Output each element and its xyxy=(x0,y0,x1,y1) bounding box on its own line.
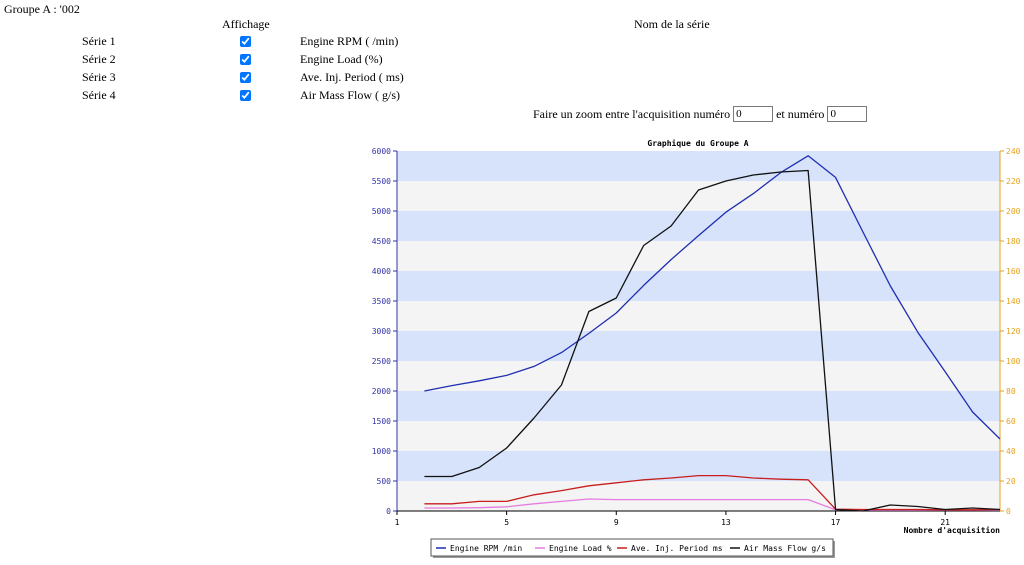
right-tick-label: 20 xyxy=(1006,477,1016,486)
series-row-1: Série 1 Engine RPM ( /min) xyxy=(0,34,520,52)
x-tick-label: 9 xyxy=(614,518,619,527)
left-tick-label: 6000 xyxy=(372,147,391,156)
right-tick-label: 180 xyxy=(1006,237,1021,246)
series-label: Série 3 xyxy=(82,70,116,84)
series-line-3 xyxy=(424,474,1001,511)
zoom-label-from: Faire un zoom entre l'acquisition numéro xyxy=(533,106,731,121)
grid-band xyxy=(397,421,1000,451)
series-label: Série 1 xyxy=(82,34,116,48)
series-label: Série 4 xyxy=(82,88,116,102)
right-tick-label: 200 xyxy=(1006,207,1021,216)
right-tick-label: 240 xyxy=(1006,147,1021,156)
zoom-label-to: et numéro xyxy=(776,106,825,121)
series-name: Engine RPM ( /min) xyxy=(300,34,399,48)
chart-legend: Engine RPM /min Engine Load % Ave. Inj. Pe… xyxy=(430,538,835,558)
grid-band xyxy=(397,391,1000,421)
right-tick-label: 100 xyxy=(1006,357,1021,366)
grid-band xyxy=(397,181,1000,211)
legend-entry: Engine Load % xyxy=(549,544,612,553)
series-name: Air Mass Flow ( g/s) xyxy=(300,88,401,102)
grid-band xyxy=(397,271,1000,301)
legend-entry: Engine RPM /min xyxy=(450,544,522,553)
right-tick-label: 0 xyxy=(1006,507,1011,516)
right-tick-label: 80 xyxy=(1006,387,1016,396)
zoom-controls: Faire un zoom entre l'acquisition numéro… xyxy=(533,106,868,122)
left-tick-label: 1500 xyxy=(372,417,391,426)
grid-band xyxy=(397,151,1000,181)
left-tick-label: 0 xyxy=(386,507,391,516)
left-tick-label: 5500 xyxy=(372,177,391,186)
left-tick-label: 5000 xyxy=(372,207,391,216)
left-tick-label: 2000 xyxy=(372,387,391,396)
grid-band xyxy=(397,361,1000,391)
series-name: Engine Load (%) xyxy=(300,52,383,66)
right-tick-label: 40 xyxy=(1006,447,1016,456)
series-1-display-checkbox[interactable] xyxy=(240,36,251,47)
series-2-display-checkbox[interactable] xyxy=(240,54,251,65)
series-row-3: Série 3 Ave. Inj. Period ( ms) xyxy=(0,70,520,88)
left-tick-label: 2500 xyxy=(372,357,391,366)
grid-band xyxy=(397,331,1000,361)
series-label: Série 2 xyxy=(82,52,116,66)
left-tick-label: 500 xyxy=(377,477,392,486)
right-tick-label: 60 xyxy=(1006,417,1016,426)
left-tick-label: 3500 xyxy=(372,297,391,306)
legend-entry: Air Mass Flow g/s xyxy=(744,544,826,553)
right-tick-label: 120 xyxy=(1006,327,1021,336)
x-tick-label: 1 xyxy=(395,518,400,527)
x-tick-label: 13 xyxy=(721,518,731,527)
series-3-display-checkbox[interactable] xyxy=(240,72,251,83)
zoom-from-input[interactable] xyxy=(733,106,774,122)
left-tick-label: 4000 xyxy=(372,267,391,276)
series-row-4: Série 4 Air Mass Flow ( g/s) xyxy=(0,88,520,106)
right-tick-label: 220 xyxy=(1006,177,1021,186)
legend-entry: Ave. Inj. Period ms xyxy=(631,544,723,553)
grid-band xyxy=(397,301,1000,331)
x-tick-label: 17 xyxy=(831,518,841,527)
series-name: Ave. Inj. Period ( ms) xyxy=(300,70,404,84)
left-tick-label: 1000 xyxy=(372,447,391,456)
left-tick-label: 4500 xyxy=(372,237,391,246)
series-line-4 xyxy=(424,169,1001,512)
series-4-display-checkbox[interactable] xyxy=(240,90,251,101)
group-title: Groupe A : '002 xyxy=(4,2,80,16)
right-tick-label: 140 xyxy=(1006,297,1021,306)
series-line-1 xyxy=(424,155,1001,440)
x-tick-label: 5 xyxy=(504,518,509,527)
display-column-header: Affichage xyxy=(222,17,270,31)
legend-box xyxy=(430,538,834,557)
zoom-to-input[interactable] xyxy=(827,106,868,122)
x-tick-label: 21 xyxy=(940,518,950,527)
chart-title: Graphique du Groupe A xyxy=(647,138,748,148)
grid-band xyxy=(397,211,1000,241)
grid-band xyxy=(397,451,1000,481)
right-tick-label: 160 xyxy=(1006,267,1021,276)
series-name-column-header: Nom de la série xyxy=(634,17,710,31)
x-axis-label: Nombre d'acquisition xyxy=(904,525,1001,535)
left-tick-label: 3000 xyxy=(372,327,391,336)
grid-band xyxy=(397,241,1000,271)
series-row-2: Série 2 Engine Load (%) xyxy=(0,52,520,70)
